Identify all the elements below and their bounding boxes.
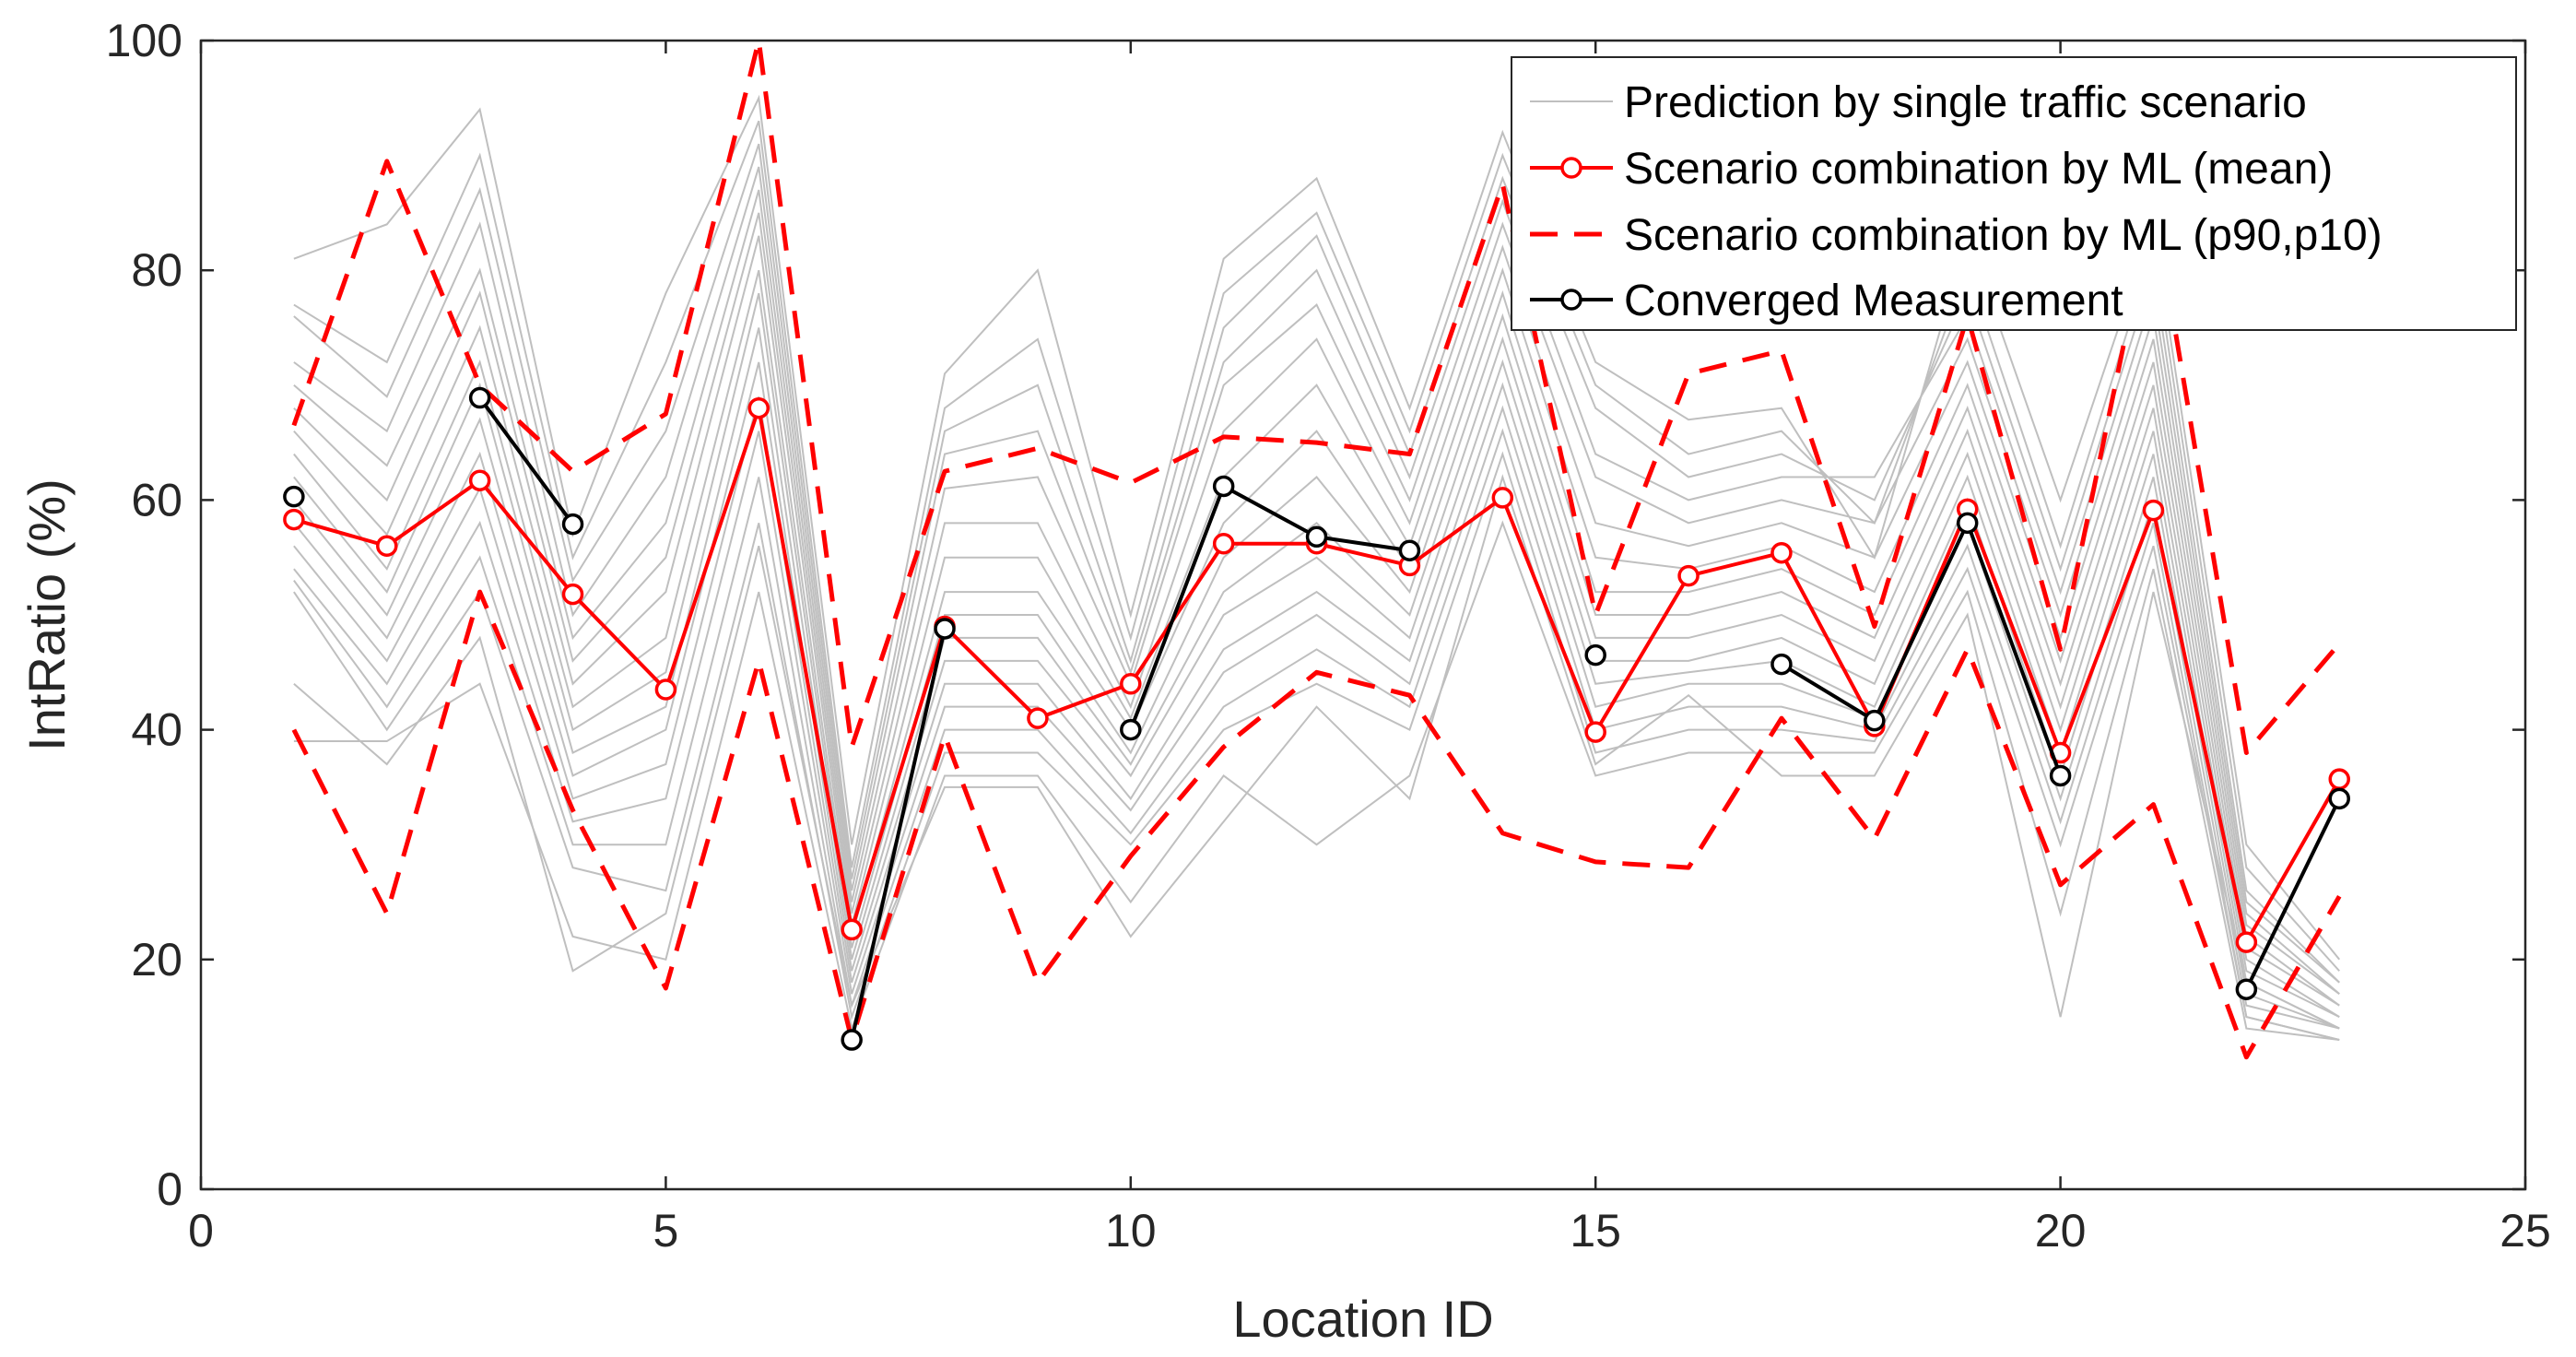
x-axis-title: Location ID bbox=[1232, 1290, 1493, 1348]
scenario-line-10 bbox=[293, 327, 2340, 1018]
y-axis-title: IntRatio (%) bbox=[18, 478, 76, 751]
scenario-line-9 bbox=[293, 292, 2340, 1018]
legend-entry-measurement: Converged Measurement bbox=[1624, 277, 2123, 325]
scenario-line-2 bbox=[293, 120, 2340, 972]
measurement-point-11 bbox=[1212, 475, 1235, 498]
plot-area-border bbox=[199, 39, 2527, 1191]
measurement-point-10 bbox=[1120, 718, 1142, 741]
measurement-point-17 bbox=[1770, 653, 1793, 676]
measurement-line-segment-7 bbox=[2244, 797, 2342, 991]
measurement-point-3 bbox=[468, 386, 491, 409]
x-tick-label-10: 10 bbox=[1105, 1205, 1157, 1257]
measurement-line-segment-6 bbox=[1780, 521, 2063, 777]
y-tick-label-60: 60 bbox=[131, 474, 182, 525]
y-tick-label-0: 0 bbox=[157, 1163, 182, 1215]
measurement-point-23 bbox=[2328, 787, 2350, 810]
mean-point-21 bbox=[2142, 499, 2165, 522]
measurement-point-4 bbox=[561, 513, 584, 536]
mean-point-23 bbox=[2328, 768, 2350, 790]
measurement-point-15 bbox=[1584, 643, 1606, 667]
measurement-point-18 bbox=[1864, 709, 1886, 732]
mean-point-17 bbox=[1770, 541, 1793, 564]
measurement-line-segment-3 bbox=[850, 628, 947, 1041]
mean-point-1 bbox=[283, 508, 305, 531]
legend-entry-mean: Scenario combination by ML (mean) bbox=[1624, 145, 2333, 194]
y-tick-label-20: 20 bbox=[131, 934, 182, 985]
mean-point-5 bbox=[654, 678, 677, 701]
mean-point-4 bbox=[561, 583, 584, 606]
measurement-point-22 bbox=[2235, 978, 2258, 1000]
band-p90-line-segment-1 bbox=[291, 38, 2342, 756]
x-tick-label-25: 25 bbox=[2500, 1205, 2551, 1257]
measurement-point-20 bbox=[2049, 764, 2072, 787]
measurement-point-12 bbox=[1305, 525, 1328, 549]
x-tick-label-20: 20 bbox=[2035, 1205, 2087, 1257]
scenario-line-17 bbox=[293, 474, 2340, 1030]
legend: Prediction by single traffic scenario Sc… bbox=[1511, 56, 2517, 331]
scenario-line-6 bbox=[293, 212, 2340, 995]
mean-point-3 bbox=[468, 469, 491, 491]
band-lines-group bbox=[291, 38, 2342, 1060]
scenario-line-8 bbox=[293, 269, 2340, 1007]
legend-marker-mean bbox=[1560, 157, 1582, 179]
measurement-point-13 bbox=[1398, 539, 1421, 561]
legend-entry-band: Scenario combination by ML (p90,p10) bbox=[1624, 211, 2382, 260]
scenario-line-13 bbox=[293, 405, 2340, 1030]
band-p10-line-segment-1 bbox=[291, 589, 2342, 1060]
measurement-point-8 bbox=[934, 618, 956, 640]
mean-point-9 bbox=[1027, 707, 1049, 729]
mean-point-2 bbox=[376, 535, 398, 557]
scenario-line-11 bbox=[293, 359, 2340, 1030]
y-tick-label-80: 80 bbox=[131, 244, 182, 296]
scenario-line-16 bbox=[293, 520, 2340, 1042]
measurement-line-segment-2 bbox=[478, 396, 575, 525]
mean-point-16 bbox=[1677, 564, 1700, 587]
measurement-point-7 bbox=[841, 1029, 863, 1051]
scenario-line-3 bbox=[293, 143, 2340, 984]
x-tick-label-5: 5 bbox=[653, 1205, 678, 1257]
measurement-series-group bbox=[283, 386, 2350, 1051]
x-tick-label-15: 15 bbox=[1570, 1205, 1621, 1257]
measurement-line-segment-4 bbox=[1128, 484, 1410, 731]
scenario-line-14 bbox=[293, 428, 2340, 1041]
mean-point-11 bbox=[1212, 532, 1235, 555]
mean-point-7 bbox=[841, 918, 863, 941]
scenario-line-4 bbox=[293, 166, 2340, 984]
y-tick-label-100: 100 bbox=[106, 15, 182, 66]
measurement-point-19 bbox=[1956, 512, 1979, 535]
mean-point-6 bbox=[747, 396, 770, 419]
scenario-lines-group bbox=[293, 94, 2341, 1042]
scenario-line-7 bbox=[293, 235, 2340, 1007]
legend-marker-measurement bbox=[1560, 289, 1582, 311]
scenario-line-15 bbox=[293, 451, 2340, 1041]
axes-group: 0 5 10 15 20 25 0 20 40 60 80 100 bbox=[106, 15, 2551, 1257]
legend-entry-scenario: Prediction by single traffic scenario bbox=[1624, 78, 2307, 127]
x-tick-label-0: 0 bbox=[188, 1205, 214, 1257]
mean-point-22 bbox=[2235, 931, 2258, 953]
mean-point-10 bbox=[1120, 673, 1142, 695]
measurement-point-1 bbox=[283, 485, 305, 508]
y-tick-label-40: 40 bbox=[131, 704, 182, 756]
mean-point-15 bbox=[1584, 721, 1606, 743]
mean-point-14 bbox=[1491, 487, 1514, 509]
legend-box bbox=[1511, 56, 2517, 331]
